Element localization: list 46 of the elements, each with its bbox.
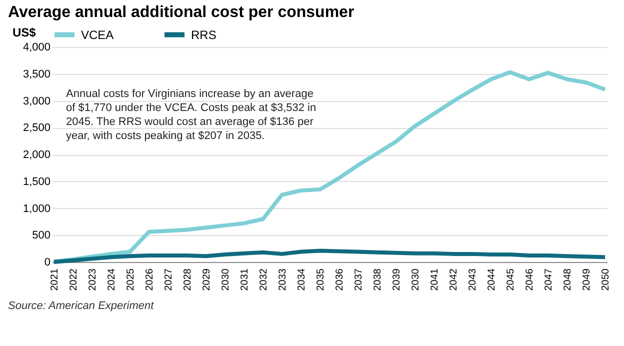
x-tick-label: 2039 <box>392 268 403 291</box>
x-tick-label: 2042 <box>448 268 460 291</box>
y-tick-label: 3,500 <box>22 68 50 80</box>
x-tick-label: 2031 <box>239 268 250 291</box>
y-axis-title: US$ <box>12 26 36 40</box>
x-tick-label: 2048 <box>562 268 574 291</box>
x-tick-label: 2045 <box>506 268 517 291</box>
y-tick-label: 500 <box>32 230 50 242</box>
annotation: Annual costs for Virginians increase by an average of $1,770 under the VCEA. Costs peak at $3,532 in 2045. The RRS would cost an average of $136 per year, with costs peaking at $207 in 2035. <box>66 88 316 142</box>
x-tick-label: 2049 <box>582 268 593 291</box>
x-tick-label: 2035 <box>315 268 326 291</box>
x-tick-label: 2027 <box>163 268 174 291</box>
x-tick-label: 2030 <box>220 268 232 291</box>
x-tick-label: 2041 <box>430 268 441 291</box>
x-tick-label: 2030 <box>410 268 422 291</box>
x-tick-label: 2046 <box>524 268 536 291</box>
x-tick-label: 2036 <box>334 268 346 291</box>
y-tick-label: 0 <box>44 256 50 268</box>
x-tick-label: 2038 <box>372 268 384 291</box>
y-tick-label: 1,000 <box>22 202 50 215</box>
line-series <box>52 248 608 264</box>
x-tick-label: 2044 <box>486 268 498 291</box>
y-tick-label: 1,500 <box>22 176 50 188</box>
source-note: Source: American Experiment <box>8 300 155 312</box>
x-tick-label: 2047 <box>544 268 555 291</box>
x-tick-label: 2022 <box>68 268 80 291</box>
x-tick-label: 2034 <box>296 268 308 291</box>
y-tick-label: 2,000 <box>22 149 50 161</box>
x-tick-label: 2043 <box>468 268 479 291</box>
x-tick-label: 2023 <box>87 268 98 291</box>
legend-label: VCEA <box>81 28 114 42</box>
y-tick-label: 2,500 <box>22 122 50 134</box>
x-tick-label: 2037 <box>354 268 365 291</box>
x-tick-label: 2028 <box>182 268 194 291</box>
x-tick-label: 2033 <box>277 268 288 291</box>
x-tick-label: 2024 <box>106 268 118 291</box>
x-tick-label: 2025 <box>125 268 136 291</box>
chart-title: Average annual additional cost per consumer <box>8 4 354 21</box>
x-tick-label: 2032 <box>258 268 270 291</box>
x-tick-label: 2050 <box>600 268 612 291</box>
x-tick-label: 2021 <box>49 268 60 291</box>
y-tick-label: 3,000 <box>22 95 50 108</box>
x-tick-label: 2026 <box>144 268 156 291</box>
legend-label: RRS <box>191 28 216 42</box>
y-tick-label: 4,000 <box>22 42 50 54</box>
x-tick-label: 2029 <box>201 268 212 291</box>
